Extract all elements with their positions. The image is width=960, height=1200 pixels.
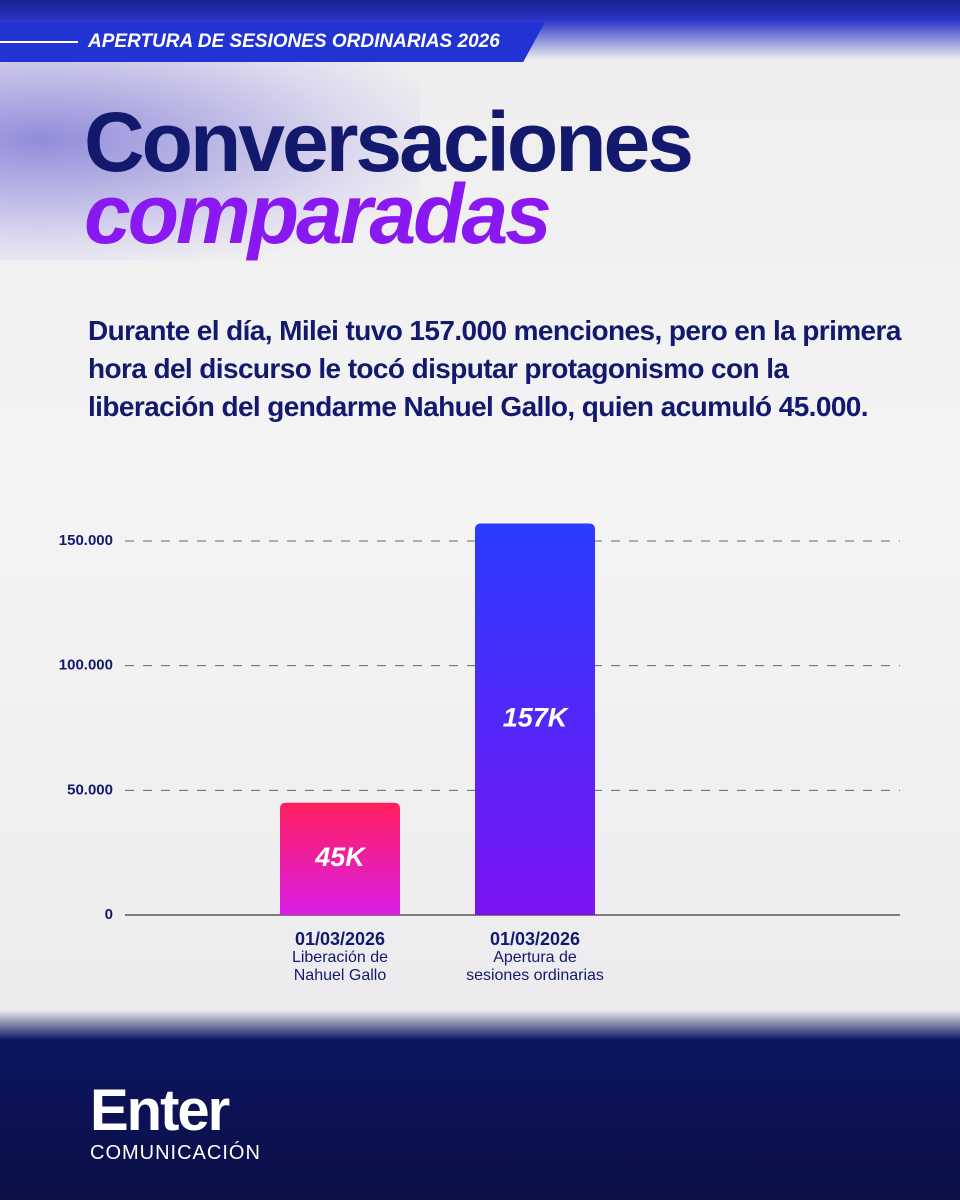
y-tick-label: 50.000 [67,781,113,798]
x-tick-label: Liberación de [292,949,388,966]
x-tick-label: 01/03/2026 [490,929,580,949]
texture [0,60,420,260]
y-tick-label: 0 [105,906,113,923]
x-tick-label: Nahuel Gallo [294,967,387,984]
subtitle: Durante el día, Milei tuvo 157.000 menci… [88,315,901,422]
x-tick-label: Apertura de [493,949,577,966]
brand-logo: Enter COMUNICACIÓN [90,1082,261,1165]
title: Conversaciones [84,95,694,189]
brand-tagline: COMUNICACIÓN [90,1142,261,1164]
header-text: APERTURA DE SESIONES ORDINARIAS 2026 [88,31,500,52]
y-tick-label: 100.000 [59,657,113,674]
x-tick-label: sesiones ordinarias [466,967,604,984]
value-label: 157K [503,702,570,732]
header-line [0,41,78,43]
bar [475,523,595,915]
x-tick-label: 01/03/2026 [295,929,385,949]
brand-name: Enter [90,1078,230,1143]
bar [280,802,400,915]
value-label: 45K [314,842,367,872]
header-banner: APERTURA DE SESIONES ORDINARIAS 2026 [0,22,545,62]
title-emphasis: comparadas [84,167,552,261]
y-tick-label: 150.000 [59,532,113,549]
